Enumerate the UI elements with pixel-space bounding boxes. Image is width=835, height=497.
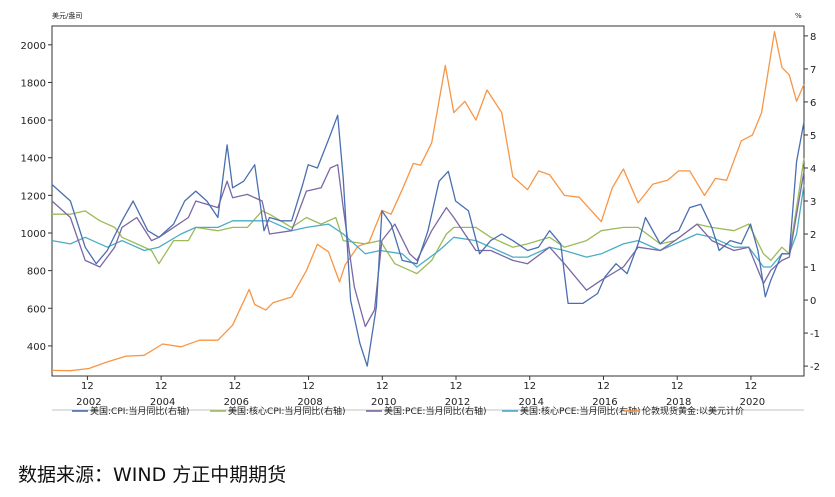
left-tick-label: 600	[27, 304, 46, 315]
series-line-1	[52, 158, 805, 275]
right-axis-unit: %	[795, 12, 802, 20]
left-tick-label: 400	[27, 342, 46, 353]
left-tick-label: 1000	[21, 229, 46, 240]
chart: 400 600 800 1000 1200 1400 1600 1800 2000 美元/盎司 -…	[20, 11, 820, 417]
right-tick-label: 1	[810, 263, 816, 274]
series-line-0	[51, 114, 805, 367]
left-tick-label: 1400	[21, 154, 46, 165]
legend-label: 美国:CPI:当月同比(右轴)	[90, 405, 189, 417]
legend-label: 美国:PCE:当月同比(右轴)	[384, 405, 487, 417]
right-tick-label: 2	[810, 230, 816, 241]
x-year-label: 2020	[740, 397, 765, 408]
x-year-label: 2018	[666, 397, 691, 408]
right-tick-label: 0	[810, 296, 816, 307]
x-month-label: 12	[523, 381, 536, 392]
x-month-label: 12	[228, 381, 241, 392]
x-year-label: 2014	[518, 397, 543, 408]
x-axis: 12 12 12 12 12 12 12 12 12 12 2002 2004 2006 2008 2010…	[76, 376, 765, 408]
x-month-label: 12	[376, 381, 389, 392]
legend-label: 美国:核心PCE:当月同比(右轴)	[520, 405, 641, 417]
source-note: 数据来源：WIND 方正中期期货	[18, 464, 287, 486]
x-year-label: 2008	[297, 397, 322, 408]
x-year-label: 2006	[224, 397, 249, 408]
right-tick-label: 3	[810, 197, 816, 208]
series-layer	[51, 30, 805, 372]
legend-label: 伦敦现货黄金:以美元计价	[642, 405, 744, 417]
x-year-label: 2012	[445, 397, 470, 408]
left-tick-label: 1800	[21, 78, 46, 89]
right-tick-label: 7	[810, 65, 816, 76]
x-month-label: 12	[671, 381, 684, 392]
x-year-label: 2016	[592, 397, 617, 408]
x-year-label: 2004	[150, 397, 175, 408]
x-year-label: 2002	[76, 397, 101, 408]
x-month-label: 12	[450, 381, 463, 392]
left-axis: 400 600 800 1000 1200 1400 1600 1800 2000 美元/盎司	[21, 11, 83, 353]
x-year-label: 2010	[371, 397, 396, 408]
x-month-label: 12	[597, 381, 610, 392]
right-tick-label: 4	[810, 164, 816, 175]
left-axis-unit: 美元/盎司	[52, 11, 82, 20]
series-line-4	[51, 30, 805, 372]
right-axis: -2 -1 0 1 2 3 4 5 6 7 8%	[795, 12, 820, 373]
x-month-label: 12	[302, 381, 315, 392]
left-tick-label: 2000	[21, 41, 46, 52]
x-month-label: 12	[155, 381, 168, 392]
legend-label: 美国:核心CPI:当月同比(右轴)	[228, 405, 345, 417]
left-tick-label: 800	[27, 267, 46, 278]
x-month-label: 12	[745, 381, 758, 392]
right-tick-label: -2	[810, 362, 820, 373]
right-tick-label: 5	[810, 131, 816, 142]
left-tick-label: 1600	[21, 116, 46, 127]
right-tick-label: 8	[810, 32, 816, 43]
left-tick-label: 1200	[21, 191, 46, 202]
right-tick-label: -1	[810, 329, 820, 340]
x-month-label: 12	[81, 381, 94, 392]
series-line-2	[51, 164, 805, 328]
legend: 美国:CPI:当月同比(右轴) 美国:核心CPI:当月同比(右轴) 美国:PCE:当…	[72, 405, 744, 417]
right-tick-label: 6	[810, 98, 816, 109]
